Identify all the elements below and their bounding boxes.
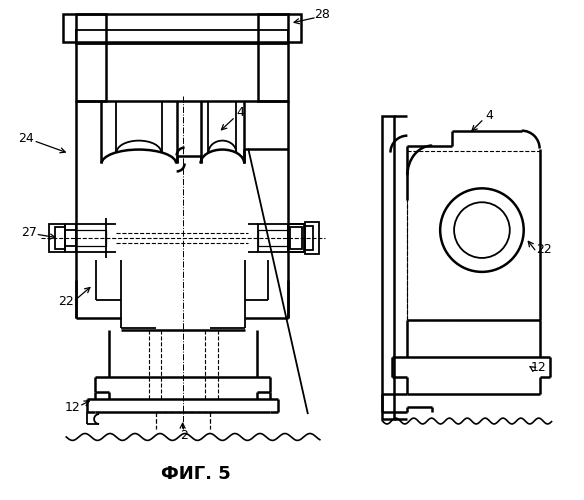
Text: 12: 12 — [531, 361, 547, 374]
Text: ФИГ. 5: ФИГ. 5 — [161, 465, 231, 483]
Text: 28: 28 — [314, 8, 330, 21]
Text: 24: 24 — [19, 132, 34, 145]
Bar — [76, 230, 106, 246]
Bar — [76, 30, 288, 44]
Bar — [63, 14, 301, 42]
Bar — [76, 14, 106, 101]
Text: 22: 22 — [536, 244, 551, 256]
Bar — [258, 14, 288, 101]
Bar — [305, 222, 319, 254]
Bar — [50, 224, 65, 252]
Text: 4: 4 — [485, 110, 493, 122]
Text: 4: 4 — [237, 106, 244, 120]
Bar — [383, 116, 394, 419]
Bar — [258, 230, 288, 246]
Bar — [305, 226, 313, 250]
Bar — [55, 227, 65, 249]
Text: 27: 27 — [22, 226, 37, 238]
Bar — [290, 227, 302, 249]
Bar — [258, 224, 288, 252]
Text: 2: 2 — [180, 430, 187, 442]
Bar — [288, 224, 304, 252]
Bar — [76, 224, 106, 252]
Text: 22: 22 — [58, 295, 74, 308]
Text: 12: 12 — [64, 400, 80, 413]
